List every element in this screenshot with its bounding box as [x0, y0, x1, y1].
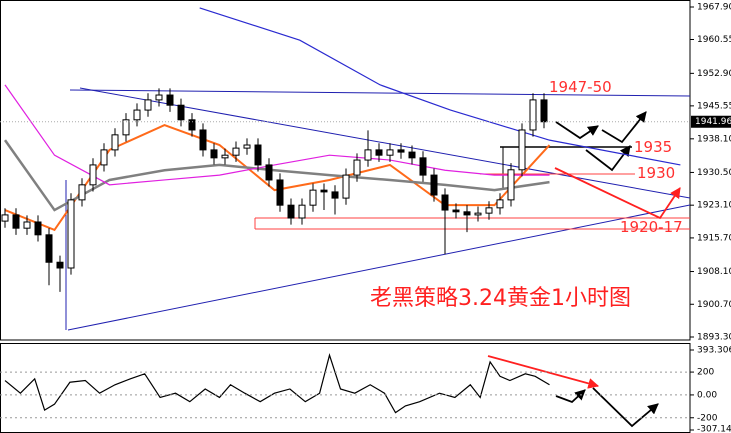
current-price-box [691, 115, 731, 128]
annotation: 1947-50 [549, 78, 612, 96]
y-tick-label: 1923.10 [697, 201, 731, 211]
indicator-plot [0, 353, 690, 428]
y-tick-label: 1900.70 [697, 300, 731, 310]
candle-body [144, 99, 152, 111]
candle-body [452, 209, 460, 213]
candle-body [419, 157, 427, 176]
main-plot: 1947-50 1935 1930 1920-17 老黑策略3.24黄金1小时图 [0, 7, 690, 331]
indicator-tick-label: 200 [697, 368, 714, 378]
y-tick-label: 1908.10 [697, 267, 731, 277]
y-tick-label: 1952.90 [697, 69, 731, 79]
candle-body [430, 174, 438, 196]
y-tick-label: 1967.90 [697, 3, 731, 13]
candle-body [67, 199, 75, 269]
candle-body [254, 144, 262, 166]
y-tick-label: 1893.30 [697, 333, 731, 343]
candle-body [496, 199, 504, 209]
annotation: 1930 [637, 164, 675, 182]
candle-body [78, 184, 86, 201]
candle-body [23, 221, 31, 229]
candle-body [34, 221, 42, 236]
candle-body [408, 151, 416, 159]
indicator-tick-label: 393.306 [697, 346, 731, 356]
candle-body [397, 149, 405, 153]
candle-body [166, 94, 174, 106]
candle-body [232, 147, 240, 156]
candle-body [441, 194, 449, 211]
y-tick-label: 1930.50 [697, 168, 731, 178]
candle-body [540, 99, 548, 123]
annotation: 1935 [634, 138, 672, 156]
main-panel [0, 0, 691, 341]
candle-body [320, 189, 328, 193]
y-tick-label: 1960.55 [697, 35, 731, 45]
candle-body [474, 212, 482, 216]
candle-body [529, 99, 537, 131]
candle-body [386, 149, 394, 156]
candle-body [485, 207, 493, 214]
candles [1, 88, 548, 292]
indicator-tick-label: -307.146 [697, 425, 731, 433]
candle-body [287, 204, 295, 219]
candle-body [518, 129, 526, 171]
candle-body [221, 154, 229, 159]
candle-body [199, 129, 207, 151]
moving-average [199, 7, 681, 166]
candle-body [463, 211, 471, 216]
candle-body [276, 179, 284, 206]
candle-body [89, 164, 97, 186]
candle-body [298, 204, 306, 219]
indicator-tick-label: -200 [697, 413, 718, 423]
candle-body [188, 119, 196, 131]
moving-average [3, 139, 550, 212]
level-lines [254, 146, 690, 230]
candle-body [45, 234, 53, 263]
y-tick-label: 1938.10 [697, 134, 731, 144]
candle-body [342, 174, 350, 199]
candle-body [122, 119, 130, 136]
indicator-tick-label: 0.00 [697, 390, 717, 400]
candle-body [56, 261, 64, 269]
candle-body [507, 169, 515, 201]
candle-body [265, 164, 273, 181]
candle-body [177, 104, 185, 121]
indicator-arrows [487, 355, 659, 428]
candle-body [243, 144, 251, 149]
candle-body [375, 149, 383, 156]
note: 老黑策略3.24黄金1小时图 [370, 286, 631, 311]
y-tick-label: 1945.55 [697, 101, 731, 111]
y-tick-label: 1915.70 [697, 233, 731, 243]
candle-body [364, 149, 372, 161]
candle-body [155, 94, 163, 101]
annotation: 1920-17 [620, 218, 683, 236]
candle-body [353, 159, 361, 176]
candle-body [12, 214, 20, 229]
candle-body [1, 214, 9, 222]
candle-body [133, 109, 141, 121]
candle-body [100, 149, 108, 166]
candle-body [309, 189, 317, 206]
indicator-line [4, 353, 550, 414]
current-price-label: 1941.96 [695, 117, 731, 127]
candle-body [111, 134, 119, 151]
candle-body [331, 191, 339, 199]
candle-body [210, 149, 218, 159]
